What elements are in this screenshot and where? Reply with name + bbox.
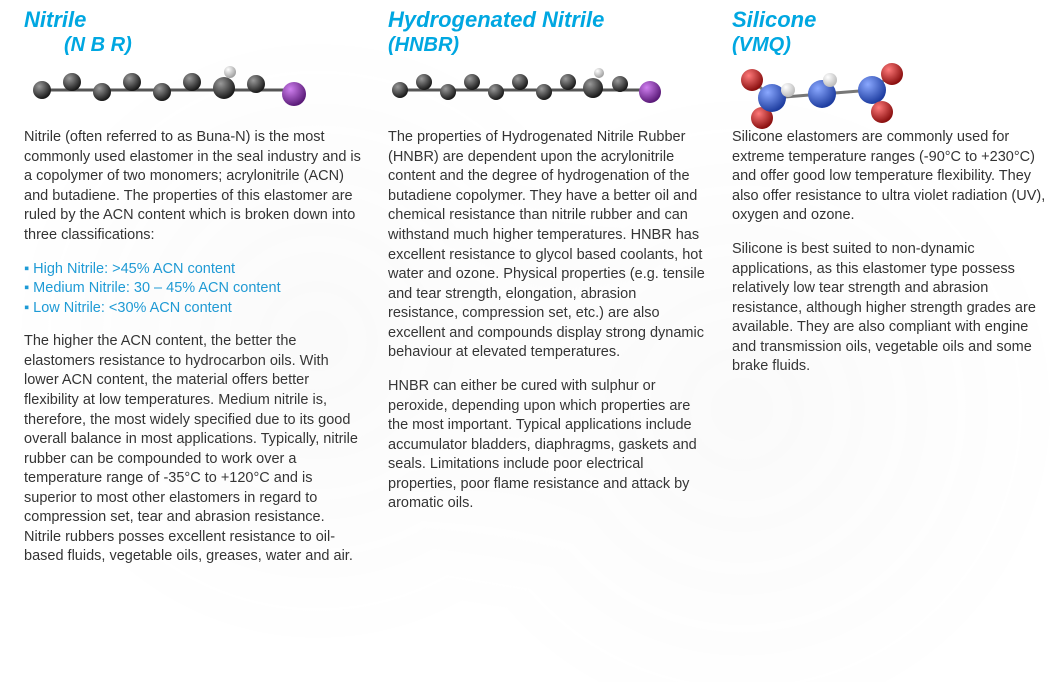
nitrile-body: Nitrile (often referred to as Buna-N) is… xyxy=(24,128,364,567)
nitrile-subtitle: (N B R) xyxy=(64,34,364,56)
silicone-molecule-icon xyxy=(732,60,1052,116)
nitrile-title: Nitrile xyxy=(24,8,364,32)
silicone-title: Silicone xyxy=(732,8,1052,32)
nitrile-molecule-icon xyxy=(24,60,364,116)
hnbr-para1: The properties of Hydrogenated Nitrile R… xyxy=(388,128,708,363)
hnbr-para2: HNBR can either be cured with sulphur or… xyxy=(388,377,708,514)
hnbr-subtitle: (HNBR) xyxy=(388,34,708,56)
column-silicone: Silicone (VMQ) xyxy=(732,8,1052,581)
column-nitrile: Nitrile (N B R) xyxy=(24,8,364,581)
classif-high: High Nitrile: >45% ACN content xyxy=(24,260,364,280)
silicone-subtitle: (VMQ) xyxy=(732,34,1052,56)
hnbr-body: The properties of Hydrogenated Nitrile R… xyxy=(388,128,708,514)
column-hnbr: Hydrogenated Nitrile (HNBR) The properti… xyxy=(388,8,708,581)
hnbr-title: Hydrogenated Nitrile xyxy=(388,8,708,32)
silicone-body: Silicone elastomers are commonly used fo… xyxy=(732,128,1052,377)
classif-low: Low Nitrile: <30% ACN content xyxy=(24,299,364,319)
nitrile-para2: The higher the ACN content, the better t… xyxy=(24,332,364,567)
silicone-para2: Silicone is best suited to non-dynamic a… xyxy=(732,240,1052,377)
nitrile-para1: Nitrile (often referred to as Buna-N) is… xyxy=(24,128,364,245)
columns-container: Nitrile (N B R) xyxy=(0,0,1060,589)
silicone-para1: Silicone elastomers are commonly used fo… xyxy=(732,128,1052,226)
nitrile-classifications: High Nitrile: >45% ACN content Medium Ni… xyxy=(24,260,364,319)
classif-medium: Medium Nitrile: 30 – 45% ACN content xyxy=(24,279,364,299)
hnbr-molecule-icon xyxy=(388,60,708,116)
